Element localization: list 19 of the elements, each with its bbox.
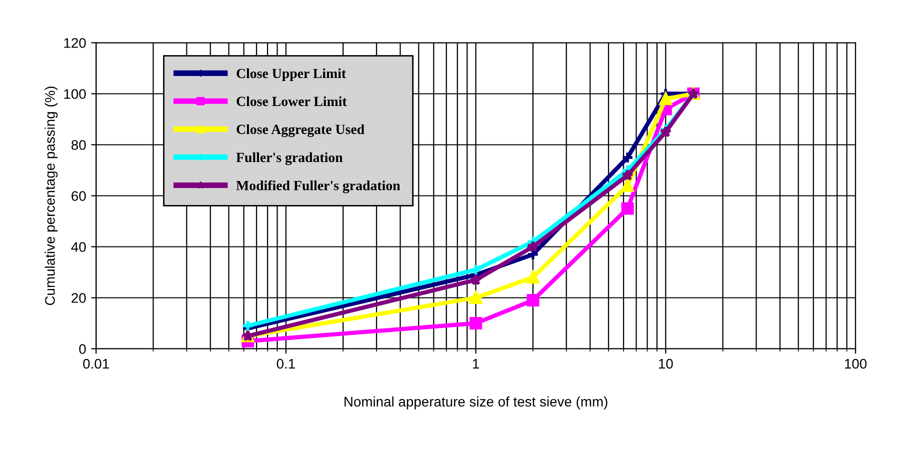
y-tick-label: 40 [71,242,86,252]
legend-label: Close Upper Limit [236,68,346,81]
x-tick-label: 1 [472,358,479,369]
x-tick-label: 0.01 [83,358,109,369]
y-tick-label: 80 [72,140,86,150]
legend-label: Close Lower Limit [236,96,347,106]
legend-label: Close Aggregate Used [236,124,364,138]
x-tick-label: 100 [845,358,867,369]
x-axis-title: Nominal apperature size of test sieve (mm) [344,396,608,410]
y-tick-label: 0 [79,344,86,354]
y-axis-title: Cumulative percentage passing (%) [44,86,58,306]
legend-label: Fuller's gradation [236,152,343,166]
y-tick-label: 60 [72,191,86,201]
y-tick-label: 120 [64,38,86,48]
x-tick-label: 0.1 [276,358,295,369]
y-tick-label: 20 [72,293,86,303]
x-tick-label: 10 [659,358,673,369]
y-tick-label: 100 [64,89,86,99]
legend-label: Modified Fuller's gradation [236,180,400,194]
